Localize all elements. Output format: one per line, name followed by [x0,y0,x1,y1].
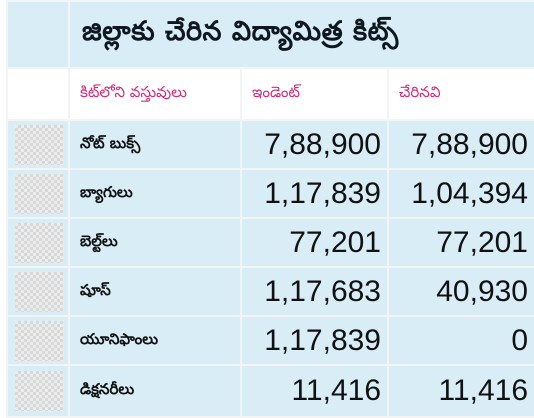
indent-value: 1,17,839 [240,315,389,366]
table-row: బ్యాగులు 1,17,839 1,04,394 [6,168,534,219]
item-name-cell: బెల్ట్‌లు [68,217,242,268]
table-row: బెల్ట్‌లు 77,201 77,201 [6,217,534,268]
column-header-received: చేరినవి [387,67,534,121]
bags-thumbnail [6,168,70,219]
indent-value: 1,17,683 [240,266,389,317]
table-row: డిక్షనరీలు 11,416 11,416 [6,364,534,418]
title-blank-cell [6,0,70,69]
table-row: షూస్ 1,17,683 40,930 [6,266,534,317]
received-value: 40,930 [387,266,534,317]
table-row: యూనిఫాంలు 1,17,839 0 [6,315,534,366]
received-value: 0 [387,315,534,366]
notebooks-thumbnail [6,119,70,170]
item-name-cell: షూస్ [68,266,242,317]
item-name-cell: డిక్షనరీలు [68,364,242,418]
table-row: నోట్ బుక్స్ 7,88,900 7,88,900 [6,119,534,170]
received-value: 77,201 [387,217,534,268]
column-header-indent: ఇండెంట్ [240,67,389,121]
item-name-cell: బ్యాగులు [68,168,242,219]
column-header-item: కిట్‌లోని వస్తువులు [68,67,242,121]
uniforms-thumbnail [6,315,70,366]
indent-value: 1,17,839 [240,168,389,219]
kits-infographic: జిల్లాకు చేరిన విద్యామిత్ర కిట్స్ కిట్‌ల… [6,0,534,418]
item-name-cell: యూనిఫాంలు [68,315,242,366]
dictionaries-thumbnail [6,364,70,418]
header-blank-cell [6,67,70,121]
belts-thumbnail [6,217,70,268]
title-text: జిల్లాకు చేరిన విద్యామిత్ర కిట్స్ [82,15,399,47]
header-row: కిట్‌లోని వస్తువులు ఇండెంట్ చేరినవి [6,67,534,121]
received-value: 11,416 [387,364,534,418]
received-value: 1,04,394 [387,168,534,219]
indent-value: 7,88,900 [240,119,389,170]
indent-value: 11,416 [240,364,389,418]
received-value: 7,88,900 [387,119,534,170]
item-name-cell: నోట్ బుక్స్ [68,119,242,170]
indent-value: 77,201 [240,217,389,268]
title-row: జిల్లాకు చేరిన విద్యామిత్ర కిట్స్ [6,0,534,69]
kits-table: జిల్లాకు చేరిన విద్యామిత్ర కిట్స్ కిట్‌ల… [6,0,534,418]
page-title: జిల్లాకు చేరిన విద్యామిత్ర కిట్స్ [68,0,534,69]
shoes-thumbnail [6,266,70,317]
